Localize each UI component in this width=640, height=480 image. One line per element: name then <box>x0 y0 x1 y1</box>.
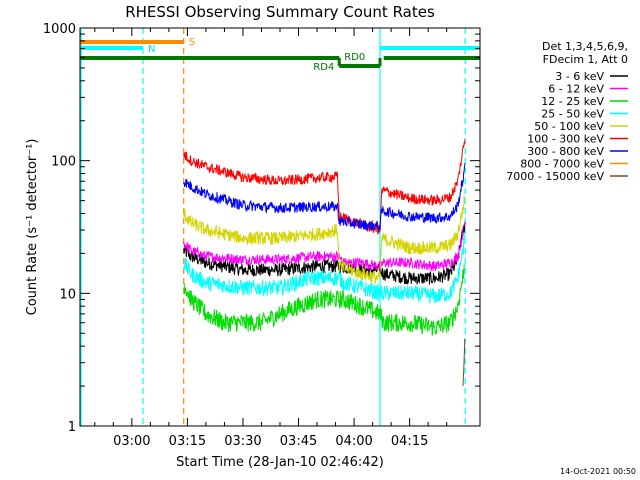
state-bars: S N RD0 RD4 <box>80 37 480 73</box>
plot-area <box>80 28 466 426</box>
axes: 1 10 100 1000 03:00 03:15 03:30 03:45 04:00 04:15 <box>43 22 480 449</box>
legend-entry-label: 12 - 25 keV <box>541 95 604 108</box>
x-tick-label: 03:15 <box>169 434 206 449</box>
x-axis-label: Start Time (28-Jan-10 02:46:42) <box>176 455 384 470</box>
legend-header-line-2: FDecim 1, Att 0 <box>543 53 628 66</box>
plot-frame <box>79 27 481 427</box>
chart-title: RHESSI Observing Summary Count Rates <box>125 3 435 21</box>
series-12-25-kev <box>183 263 466 336</box>
series-50-100-kev <box>183 195 466 284</box>
x-tick-label: 03:45 <box>280 434 317 449</box>
series-100-300-kev <box>183 139 466 235</box>
series-3-6-kev <box>183 222 466 286</box>
series-group <box>183 139 466 387</box>
x-tick-label: 03:30 <box>224 434 261 449</box>
legend-entry-label: 7000 - 15000 keV <box>506 170 604 183</box>
legend-entry-label: 800 - 7000 keV <box>520 158 604 171</box>
y-tick-label: 100 <box>51 155 76 170</box>
x-tick-label: 03:00 <box>113 434 150 449</box>
y-tick-label: 1 <box>68 420 76 435</box>
series-7000-15000-kev <box>462 338 466 387</box>
series-25-50-kev <box>183 233 466 305</box>
legend-entry-label: 25 - 50 keV <box>541 108 604 121</box>
state-label-rd0: RD0 <box>344 52 365 63</box>
state-label-s: S <box>189 37 195 48</box>
series-6-12-kev <box>183 220 466 272</box>
legend-entry-label: 300 - 800 keV <box>527 145 604 158</box>
y-axis-label: Count Rate (s⁻¹ detector⁻¹) <box>25 139 40 316</box>
legend-entry-label: 3 - 6 keV <box>555 70 604 83</box>
series-300-800-kev <box>183 162 466 233</box>
x-tick-label: 04:15 <box>391 434 428 449</box>
y-tick-label: 1000 <box>43 22 76 37</box>
legend-entry-label: 6 - 12 keV <box>548 83 604 96</box>
legend-entry-label: 100 - 300 keV <box>527 133 604 146</box>
state-label-n: N <box>148 44 155 55</box>
legend: Det 1,3,4,5,6,9, FDecim 1, Att 0 3 - 6 k… <box>506 40 628 183</box>
y-tick-label: 10 <box>59 287 76 302</box>
x-tick-label: 04:00 <box>335 434 372 449</box>
state-label-rd4: RD4 <box>313 62 334 73</box>
footer-timestamp: 14-Oct-2021 00:50 <box>560 467 636 476</box>
legend-header-line-1: Det 1,3,4,5,6,9, <box>542 40 628 53</box>
legend-entry-label: 50 - 100 keV <box>534 120 604 133</box>
